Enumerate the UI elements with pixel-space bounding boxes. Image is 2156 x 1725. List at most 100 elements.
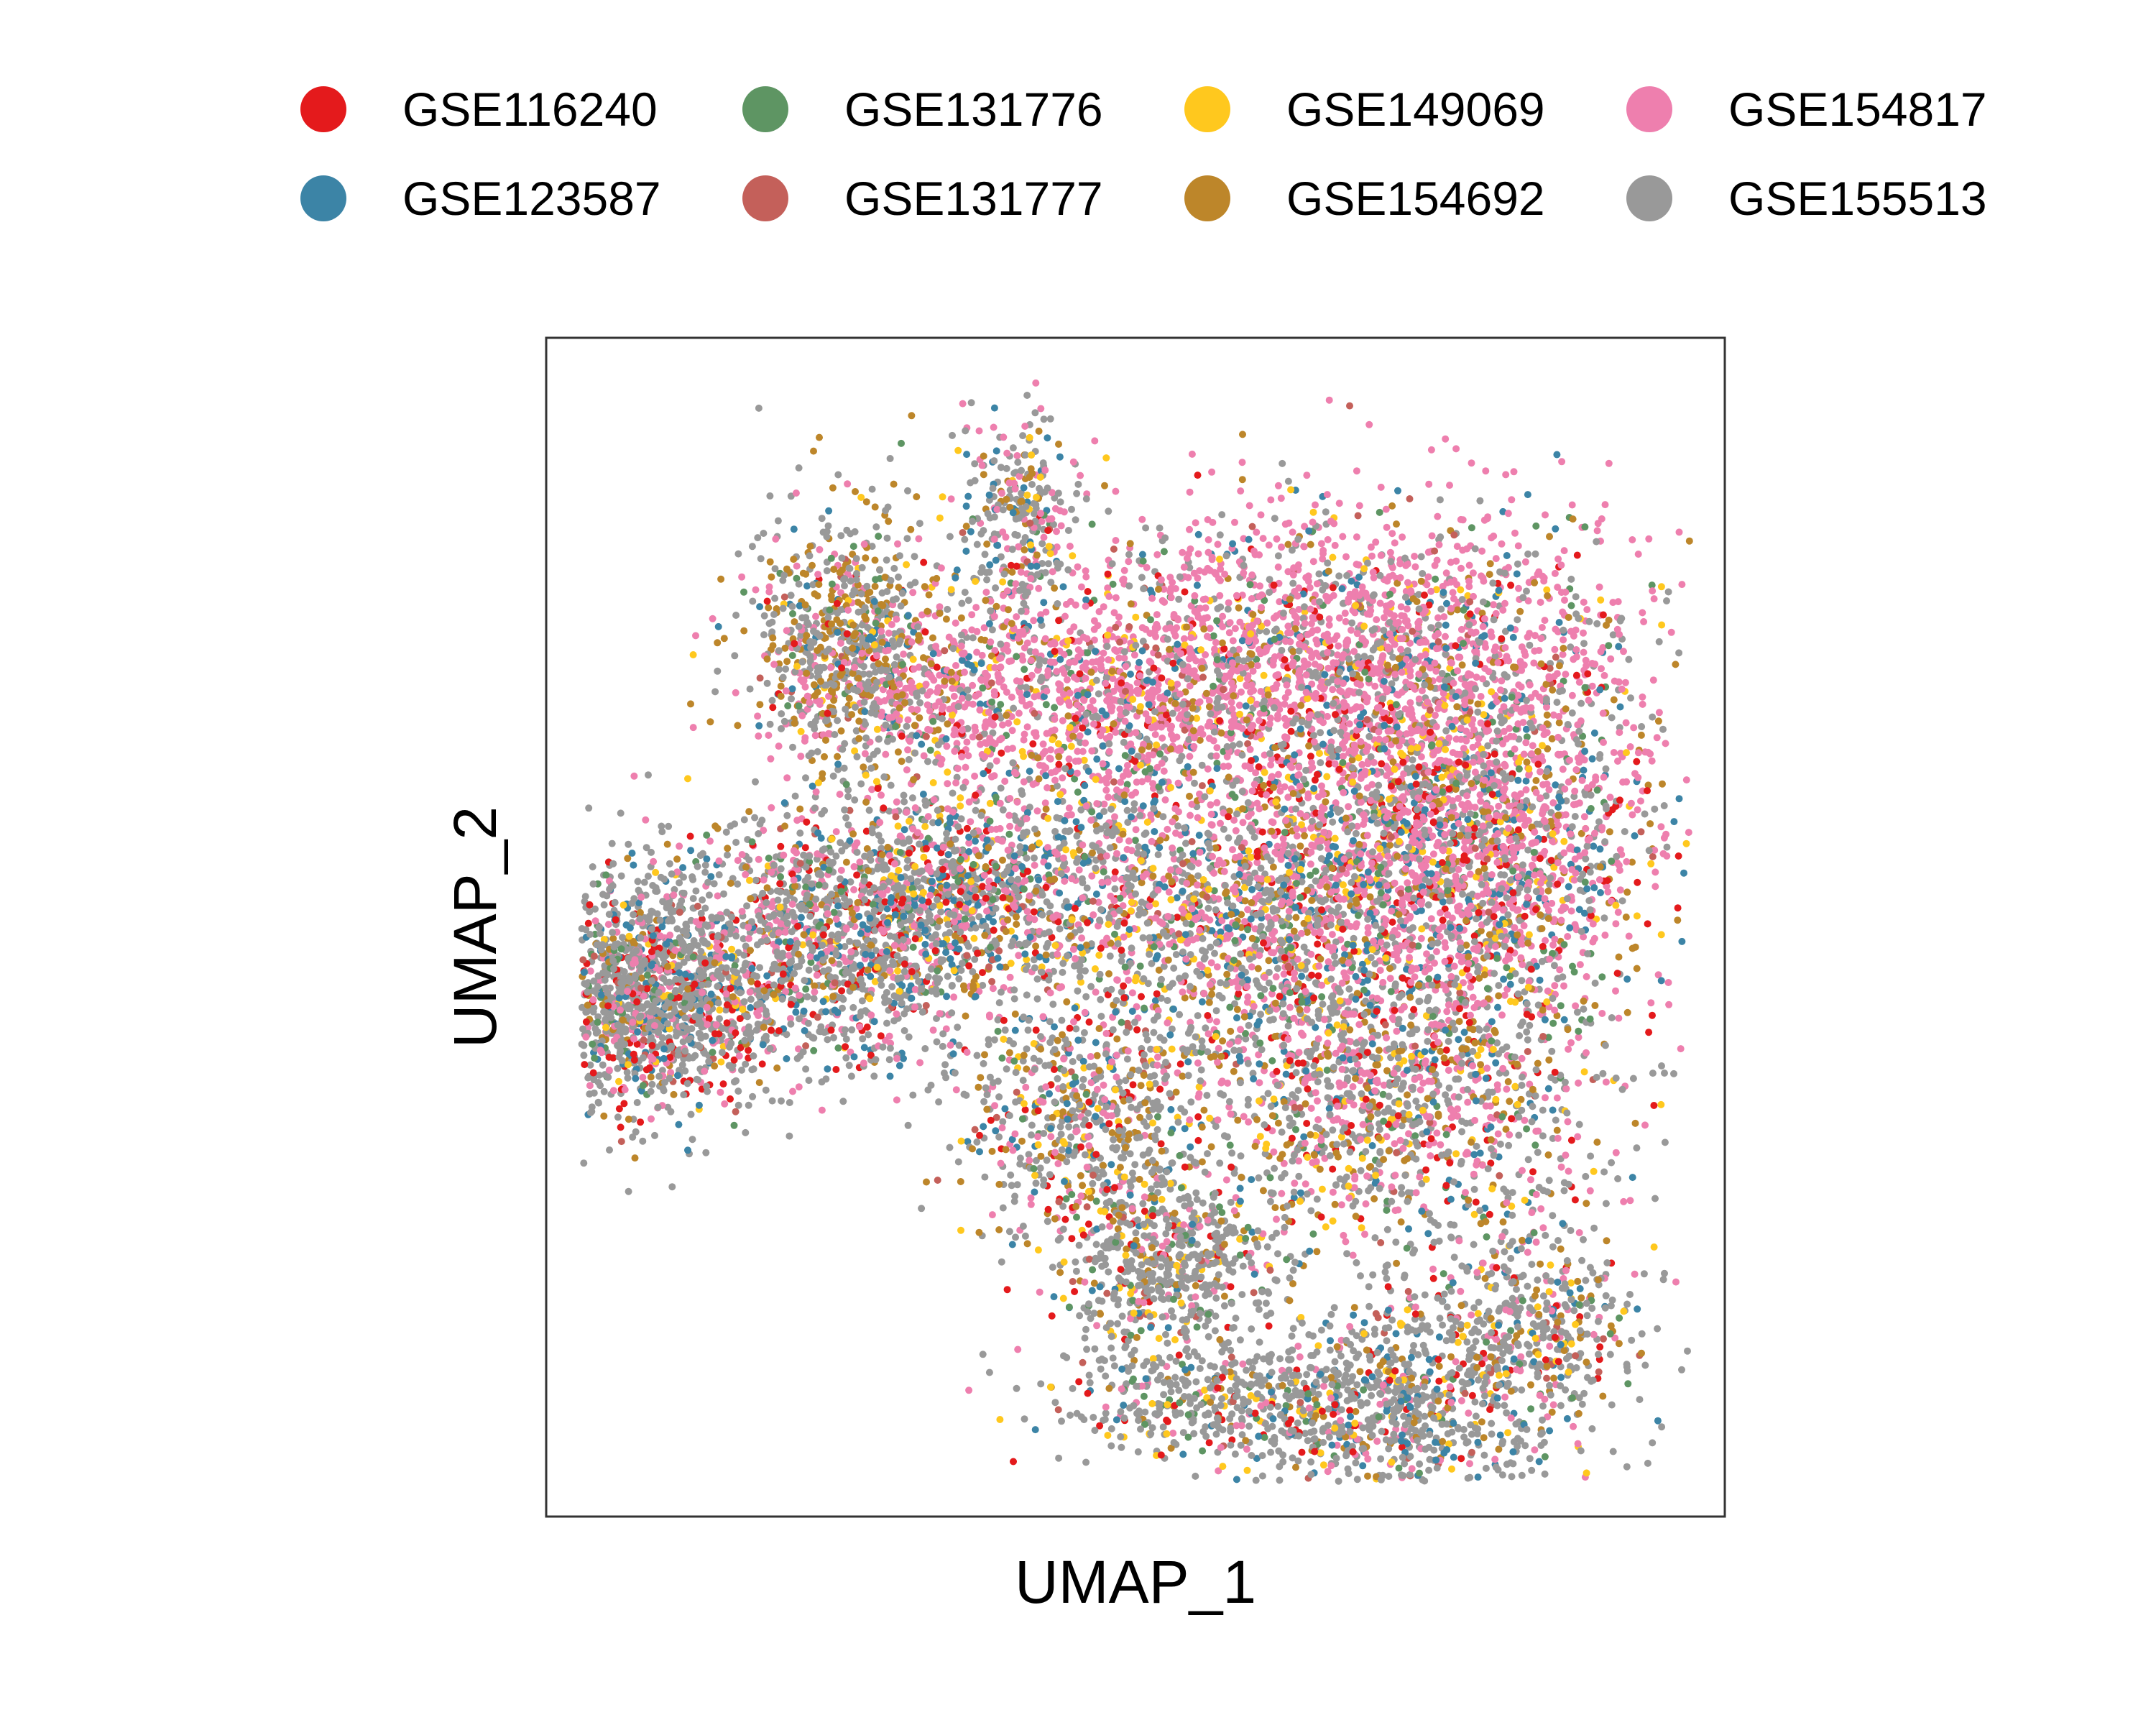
point-gse154817 — [1562, 1085, 1570, 1092]
point-gse155513 — [1472, 1338, 1480, 1346]
point-gse123587 — [918, 740, 926, 748]
legend-label: GSE116240 — [402, 83, 658, 136]
point-gse154817 — [1188, 450, 1196, 458]
point-gse154817 — [826, 663, 834, 671]
point-gse155513 — [1102, 1409, 1110, 1417]
point-gse123587 — [1492, 1059, 1500, 1067]
point-gse154817 — [1542, 937, 1549, 944]
legend: GSE116240GSE123587GSE131776GSE131777GSE1… — [300, 83, 1987, 225]
point-gse155513 — [782, 665, 790, 673]
point-gse154817 — [1399, 533, 1406, 541]
point-gse154817 — [1020, 736, 1028, 744]
point-gse154817 — [894, 540, 901, 548]
point-gse123587 — [1522, 725, 1530, 733]
point-gse123587 — [1580, 909, 1588, 917]
legend-swatch — [742, 175, 788, 221]
point-gse116240 — [1422, 1166, 1430, 1174]
point-gse154817 — [1468, 1311, 1475, 1319]
point-gse154692 — [916, 714, 923, 722]
point-gse123587 — [1040, 599, 1048, 607]
point-gse154817 — [1593, 527, 1601, 535]
point-gse154817 — [1280, 970, 1288, 978]
point-gse154692 — [1181, 994, 1189, 1002]
point-gse155513 — [1348, 619, 1356, 627]
point-gse154817 — [1059, 774, 1067, 782]
point-gse155513 — [1212, 1294, 1220, 1302]
point-gse155513 — [1607, 1302, 1615, 1310]
point-gse154692 — [1577, 1294, 1585, 1302]
point-gse154692 — [1235, 604, 1243, 612]
point-gse155513 — [1166, 983, 1174, 991]
point-gse155513 — [1117, 1433, 1125, 1440]
legend-item-gse131776: GSE131776 — [742, 83, 1103, 136]
point-gse154817 — [1614, 758, 1621, 765]
point-gse154817 — [1309, 558, 1317, 566]
point-gse154817 — [1514, 542, 1522, 550]
point-gse155513 — [1139, 1200, 1147, 1208]
point-gse154817 — [1270, 1148, 1278, 1156]
point-gse155513 — [1087, 983, 1095, 990]
point-gse154817 — [1027, 575, 1035, 582]
point-gse155513 — [1307, 1207, 1315, 1215]
point-gse155513 — [1654, 1325, 1662, 1333]
point-gse154817 — [1245, 1118, 1253, 1126]
point-gse131777 — [1069, 1278, 1077, 1285]
point-gse116240 — [1021, 1106, 1029, 1114]
legend-label: GSE131777 — [844, 172, 1103, 225]
point-gse131777 — [1198, 782, 1206, 790]
point-gse154692 — [1615, 953, 1623, 961]
point-gse154817 — [1469, 993, 1477, 1001]
point-gse154692 — [995, 1226, 1003, 1233]
point-gse155513 — [1588, 1305, 1596, 1312]
point-gse149069 — [1567, 1279, 1575, 1287]
point-gse155513 — [1069, 1384, 1077, 1392]
point-gse155513 — [1655, 638, 1663, 645]
point-gse155513 — [1110, 1362, 1118, 1370]
point-gse155513 — [1534, 1276, 1542, 1284]
point-gse155513 — [1545, 1177, 1553, 1184]
point-gse155513 — [1664, 588, 1672, 596]
point-gse123587 — [1092, 1039, 1100, 1046]
point-gse154692 — [864, 966, 872, 974]
point-gse155513 — [1376, 1371, 1383, 1379]
point-gse154817 — [1386, 975, 1394, 983]
point-gse154817 — [885, 1032, 893, 1040]
point-gse155513 — [1204, 904, 1212, 912]
point-gse154692 — [1364, 1472, 1371, 1480]
point-gse155513 — [1327, 1310, 1335, 1318]
point-gse154817 — [1005, 811, 1013, 819]
point-gse155513 — [1146, 1073, 1154, 1081]
point-gse116240 — [1573, 551, 1581, 559]
point-gse155513 — [796, 829, 804, 837]
point-gse155513 — [1009, 444, 1017, 452]
point-gse155513 — [1067, 1133, 1075, 1141]
point-gse155513 — [1063, 1158, 1071, 1166]
point-gse155513 — [648, 1080, 656, 1088]
point-gse154692 — [871, 556, 879, 564]
point-gse155513 — [1368, 1392, 1376, 1399]
point-gse154817 — [1488, 871, 1496, 878]
point-gse123587 — [1145, 701, 1153, 709]
point-gse155513 — [1531, 550, 1539, 558]
point-gse155513 — [1192, 1472, 1199, 1480]
point-gse131776 — [1062, 1195, 1070, 1202]
point-gse155513 — [1032, 1156, 1040, 1164]
point-gse154692 — [871, 582, 879, 590]
point-gse154817 — [1557, 1163, 1565, 1171]
point-gse155513 — [681, 1067, 689, 1075]
point-gse154817 — [1081, 1278, 1089, 1286]
point-gse155513 — [1470, 1241, 1478, 1248]
point-gse154817 — [1502, 471, 1510, 479]
point-gse154817 — [1665, 1000, 1673, 1008]
point-gse149069 — [999, 578, 1007, 586]
point-gse154817 — [990, 772, 998, 780]
point-gse155513 — [1056, 498, 1064, 506]
point-gse123587 — [1127, 671, 1134, 678]
point-gse131776 — [1021, 666, 1028, 673]
point-gse123587 — [1107, 1161, 1115, 1169]
point-gse154692 — [1296, 842, 1304, 850]
point-gse155513 — [1276, 1355, 1284, 1363]
point-gse155513 — [1010, 995, 1018, 1003]
point-gse155513 — [1353, 1381, 1361, 1389]
point-gse155513 — [1089, 1179, 1097, 1187]
